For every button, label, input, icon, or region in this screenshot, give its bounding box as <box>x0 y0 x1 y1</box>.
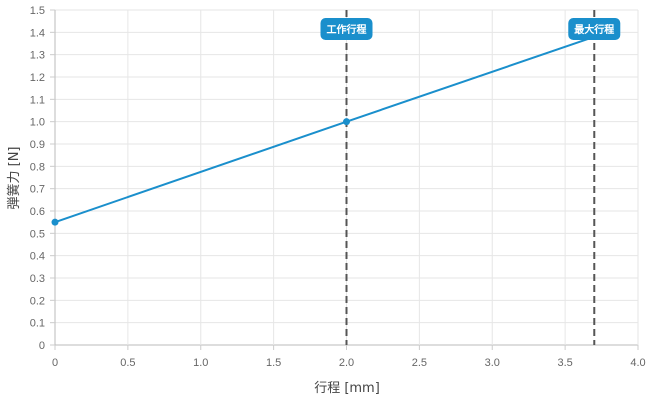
series-line <box>54 35 595 224</box>
x-axis-title: 行程 [mm] <box>314 381 380 396</box>
y-tick-label: 0.7 <box>30 184 45 196</box>
x-tick-label: 4.0 <box>630 357 645 369</box>
annotation-label: 最大行程 <box>574 23 614 36</box>
y-tick-label: 1.5 <box>30 5 45 17</box>
annotation-label: 工作行程 <box>327 23 367 36</box>
y-tick-label: 0.4 <box>30 251 45 263</box>
y-tick-label: 0.5 <box>30 228 45 240</box>
y-tick-label: 0.1 <box>30 318 45 330</box>
y-tick-label: 0.6 <box>30 206 45 218</box>
x-tick-label: 1.0 <box>193 357 208 369</box>
y-tick-label: 1.0 <box>30 117 45 129</box>
y-tick-label: 1.1 <box>30 94 45 106</box>
x-tick-label: 0.5 <box>120 357 135 369</box>
x-tick-label: 3.5 <box>557 357 572 369</box>
x-tick-label: 0 <box>52 357 58 369</box>
annotation-badge <box>320 18 373 40</box>
data-point <box>51 218 59 226</box>
y-tick-label: 0.2 <box>30 295 45 307</box>
axes: 0 0.1 0.2 0.3 0.4 0.5 0.6 0.7 0.8 0.9 1.0 1.1 1.2 1.3… <box>30 5 646 369</box>
annotations: 工作行程 最大行程 <box>320 10 621 345</box>
y-tick-label: 1.2 <box>30 72 45 84</box>
x-tick-label: 2.5 <box>412 357 427 369</box>
y-tick-label: 1.4 <box>30 27 45 39</box>
y-tick-label: 0 <box>39 340 45 352</box>
y-tick-label: 0.8 <box>30 161 45 173</box>
x-tick-label: 2.0 <box>339 357 354 369</box>
y-tick-label: 1.3 <box>30 50 45 62</box>
series <box>51 35 595 226</box>
data-point <box>343 118 350 126</box>
y-tick-label: 0.3 <box>30 273 45 285</box>
x-tick-label: 3.0 <box>485 357 500 369</box>
annotation-badge <box>568 18 621 40</box>
y-tick-label: 0.9 <box>30 139 45 151</box>
x-tick-label: 1.5 <box>266 357 281 369</box>
y-axis-title: 弾簧力 [N] <box>6 146 22 209</box>
